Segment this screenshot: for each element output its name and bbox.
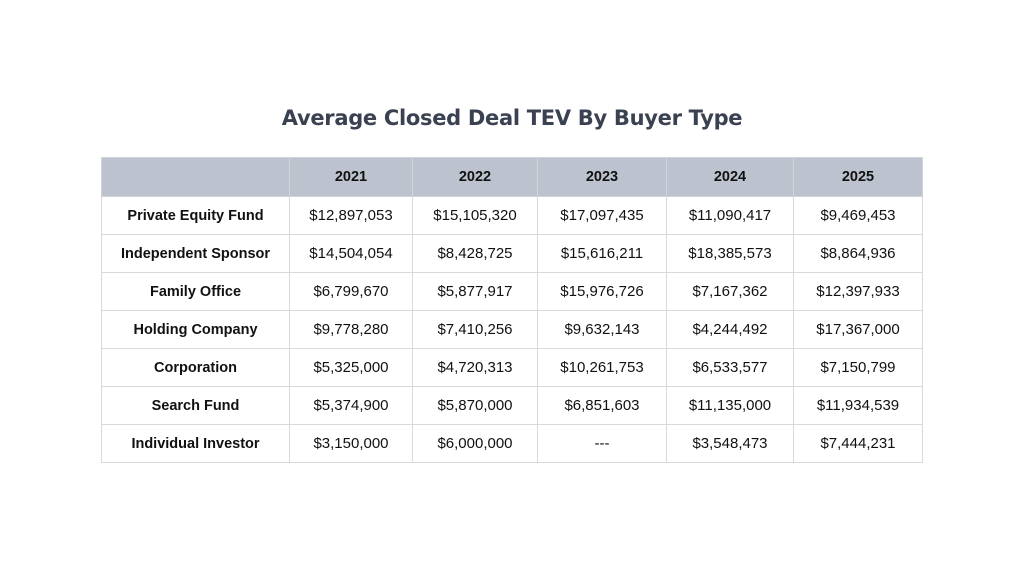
value-cell-2023: $17,097,435 <box>537 196 667 235</box>
value-cell-2022: $8,428,725 <box>412 234 538 273</box>
value-cell-2023: $15,976,726 <box>537 272 667 311</box>
chart-title: Average Closed Deal TEV By Buyer Type <box>281 106 743 130</box>
column-header-2024: 2024 <box>666 157 794 197</box>
value-cell-2024: $4,244,492 <box>666 310 794 349</box>
value-cell-2025: $11,934,539 <box>793 386 923 425</box>
row-label-cell: Individual Investor <box>101 424 290 463</box>
header-row: 2021 2022 2023 2024 2025 <box>101 157 923 197</box>
table-row: Search Fund $5,374,900 $5,870,000 $6,851,60… <box>101 386 923 425</box>
value-cell-2021: $12,897,053 <box>289 196 413 235</box>
value-cell-2024: $11,090,417 <box>666 196 794 235</box>
corner-header-cell <box>101 157 290 197</box>
value-cell-2024: $11,135,000 <box>666 386 794 425</box>
value-cell-2021: $5,325,000 <box>289 348 413 387</box>
column-header-2025: 2025 <box>793 157 923 197</box>
value-cell-2025: $9,469,453 <box>793 196 923 235</box>
value-cell-2022: $15,105,320 <box>412 196 538 235</box>
value-cell-2022: $4,720,313 <box>412 348 538 387</box>
row-label-cell: Corporation <box>101 348 290 387</box>
row-label-cell: Independent Sponsor <box>101 234 290 273</box>
value-cell-2025: $8,864,936 <box>793 234 923 273</box>
value-cell-2022: $5,870,000 <box>412 386 538 425</box>
table-row: Corporation $5,325,000 $4,720,313 $10,261,7… <box>101 348 923 387</box>
value-cell-2021: $5,374,900 <box>289 386 413 425</box>
value-cell-2025: $17,367,000 <box>793 310 923 349</box>
column-header-2023: 2023 <box>537 157 667 197</box>
value-cell-2025: $12,397,933 <box>793 272 923 311</box>
row-label-cell: Search Fund <box>101 386 290 425</box>
value-cell-2024: $6,533,577 <box>666 348 794 387</box>
value-cell-2024: $3,548,473 <box>666 424 794 463</box>
value-cell-2022: $5,877,917 <box>412 272 538 311</box>
value-cell-2023: $9,632,143 <box>537 310 667 349</box>
value-cell-2025: $7,150,799 <box>793 348 923 387</box>
value-cell-2021: $3,150,000 <box>289 424 413 463</box>
value-cell-2024: $7,167,362 <box>666 272 794 311</box>
row-label-cell: Family Office <box>101 272 290 311</box>
value-cell-2021: $14,504,054 <box>289 234 413 273</box>
column-header-2022: 2022 <box>412 157 538 197</box>
column-header-2021: 2021 <box>289 157 413 197</box>
value-cell-2023: $15,616,211 <box>537 234 667 273</box>
value-cell-2025: $7,444,231 <box>793 424 923 463</box>
value-cell-2023: $10,261,753 <box>537 348 667 387</box>
value-cell-2024: $18,385,573 <box>666 234 794 273</box>
table-row: Family Office $6,799,670 $5,877,917 $15,976… <box>101 272 923 311</box>
value-cell-2021: $9,778,280 <box>289 310 413 349</box>
value-cell-2022: $7,410,256 <box>412 310 538 349</box>
value-cell-2023: --- <box>537 424 667 463</box>
row-label-cell: Holding Company <box>101 310 290 349</box>
value-cell-2023: $6,851,603 <box>537 386 667 425</box>
tev-table: 2021 2022 2023 2024 2025 Private Equity … <box>101 157 923 463</box>
value-cell-2021: $6,799,670 <box>289 272 413 311</box>
row-label-cell: Private Equity Fund <box>101 196 290 235</box>
table-row: Individual Investor $3,150,000 $6,000,000-… <box>101 424 923 463</box>
table-row: Private Equity Fund $12,897,053 $15,105,32… <box>101 196 923 235</box>
table-row: Holding Company $9,778,280 $7,410,256 $9,63… <box>101 310 923 349</box>
table-row: Independent Sponsor $14,504,054 $8,428,725… <box>101 234 923 273</box>
value-cell-2022: $6,000,000 <box>412 424 538 463</box>
table-header: 2021 2022 2023 2024 2025 <box>101 157 923 197</box>
table-body: Private Equity Fund $12,897,053 $15,105,32… <box>101 196 923 463</box>
